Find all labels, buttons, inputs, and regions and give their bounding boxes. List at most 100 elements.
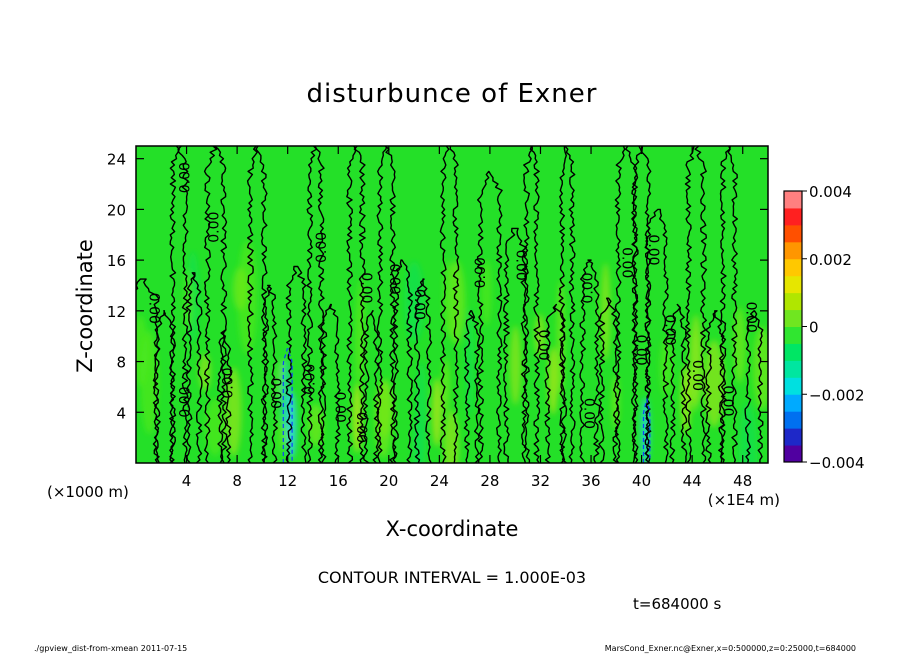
- contour-line: [136, 278, 160, 463]
- contour-line: [216, 329, 233, 463]
- field-blotch: [738, 402, 758, 463]
- negative-contour-line: [282, 348, 293, 463]
- field-blotch: [481, 260, 492, 326]
- contour-label: 0.00: [353, 412, 369, 443]
- colorbar-segment: [784, 309, 802, 327]
- y-axis-label: Z-coordinate: [73, 239, 97, 373]
- contour-line: [214, 146, 228, 463]
- footer-left: ./gpview_dist-from-xmean 2011-07-15: [34, 644, 187, 653]
- contour-line: [727, 146, 738, 463]
- field-blotch: [600, 262, 611, 361]
- contour-label: 0.00: [535, 330, 551, 361]
- contour-line: [376, 146, 388, 463]
- field-blotch: [374, 381, 392, 458]
- x-unit-left: (×1000 m): [47, 483, 129, 501]
- contour-line: [564, 146, 576, 463]
- colorbar-segment: [784, 258, 802, 277]
- field-blotch: [548, 346, 559, 415]
- x-tick-label: 4: [182, 472, 192, 490]
- contour-line: [384, 146, 396, 463]
- field-blotch: [431, 378, 442, 447]
- contour-line: [353, 146, 366, 463]
- field-blotch: [689, 315, 703, 408]
- field-blotch: [415, 362, 427, 463]
- contour-label: 0.00: [645, 234, 661, 265]
- colorbar-tick-label: −0.004: [809, 454, 865, 472]
- y-tick-label: 4: [116, 404, 126, 422]
- contour-label: 0.00: [512, 250, 528, 281]
- contour-label: 0.00: [661, 314, 677, 345]
- x-tick-label: 36: [581, 472, 600, 490]
- x-tick-label: 44: [683, 472, 702, 490]
- contour-line: [476, 170, 503, 463]
- contour-line: [185, 272, 203, 463]
- colorbar-segment: [784, 394, 802, 412]
- x-tick-label: 20: [379, 472, 398, 490]
- field-blotch: [140, 330, 159, 435]
- x-tick-label: 32: [531, 472, 550, 490]
- x-tick-label: 8: [232, 472, 242, 490]
- field-blotch: [704, 340, 725, 428]
- field-blotches: [136, 240, 768, 463]
- colorbar-tick-label: 0.004: [809, 183, 852, 201]
- contour-label: 0.00: [302, 364, 318, 395]
- y-tick-label: 20: [107, 201, 126, 219]
- plot-area: 0.00 0.00 0.00 0.00 0.00 0.00 0.00 0.00 0.00 0.00…: [107, 145, 769, 490]
- field-blotch: [442, 358, 450, 415]
- x-tick-label: 40: [632, 472, 651, 490]
- contour-label: 0.00: [267, 378, 283, 409]
- contour-line: [625, 146, 639, 463]
- contour-label: 0.00: [581, 272, 597, 303]
- contour-line: [529, 146, 541, 463]
- colorbar-segment: [784, 411, 802, 429]
- colorbar-segment: [784, 224, 802, 243]
- y-axis: 4 8 12 16 20 24: [107, 151, 768, 422]
- x-axis: 4 8 12 16 20 24 28 32 36 40 44 48: [182, 146, 752, 490]
- contour-line: [177, 146, 189, 463]
- contour-label: 0.00: [411, 289, 427, 320]
- contour-label: 0.00: [618, 247, 634, 278]
- contour-line: [169, 146, 180, 463]
- contour-interval-text: CONTOUR INTERVAL = 1.000E-03: [318, 568, 586, 587]
- contour-line: [153, 310, 177, 463]
- field-blotch: [534, 314, 546, 357]
- y-tick-label: 12: [107, 303, 126, 321]
- contour-line: [719, 146, 731, 463]
- colorbar-tick-label: 0.002: [809, 251, 852, 269]
- plot-frame: [135, 145, 769, 464]
- contour-line: [644, 208, 670, 463]
- contour-line: [669, 303, 688, 463]
- contour-line: [523, 146, 533, 463]
- contour-line: [320, 303, 341, 463]
- time-text: t=684000 s: [633, 595, 721, 613]
- colorbar-segment: [784, 241, 802, 260]
- x-unit-right: (×1E4 m): [708, 491, 780, 509]
- contour-line: [684, 146, 695, 463]
- contour-label: 0.00: [689, 360, 705, 391]
- colorbar-segment: [784, 445, 802, 463]
- contour-line: [246, 146, 258, 463]
- chart-title: disturbunce of Exner: [307, 79, 598, 109]
- footer-right: MarsCond_Exner.nc@Exner,x=0:500000,z=0:2…: [605, 644, 856, 653]
- colorbar-segment: [784, 191, 802, 209]
- contour-line: [614, 146, 626, 463]
- contour-label: 0.00: [386, 264, 402, 295]
- contour-line: [631, 146, 643, 463]
- contour-label: 0.00: [177, 162, 193, 193]
- colorbar-segment: [784, 275, 802, 294]
- contour-line: [392, 259, 414, 463]
- contour-line: [203, 146, 218, 463]
- contour-line: [705, 310, 725, 463]
- contour-label: 0.00: [220, 368, 236, 399]
- contour-line: [314, 146, 325, 463]
- colorbar-segment: [784, 377, 802, 395]
- contour-label: 0.00: [206, 212, 222, 243]
- y-tick-label: 24: [107, 151, 126, 169]
- contour-line: [255, 146, 268, 463]
- contour-label: 0.00: [632, 335, 648, 366]
- colorbar-tick-label: 0: [809, 319, 819, 337]
- colorbar-tick-label: −0.002: [809, 386, 865, 404]
- colorbar-segment: [784, 326, 802, 344]
- field-blotch: [404, 261, 425, 343]
- contour-labels: 0.00 0.00 0.00 0.00 0.00 0.00 0.00 0.00 0.00 0.00…: [146, 162, 759, 443]
